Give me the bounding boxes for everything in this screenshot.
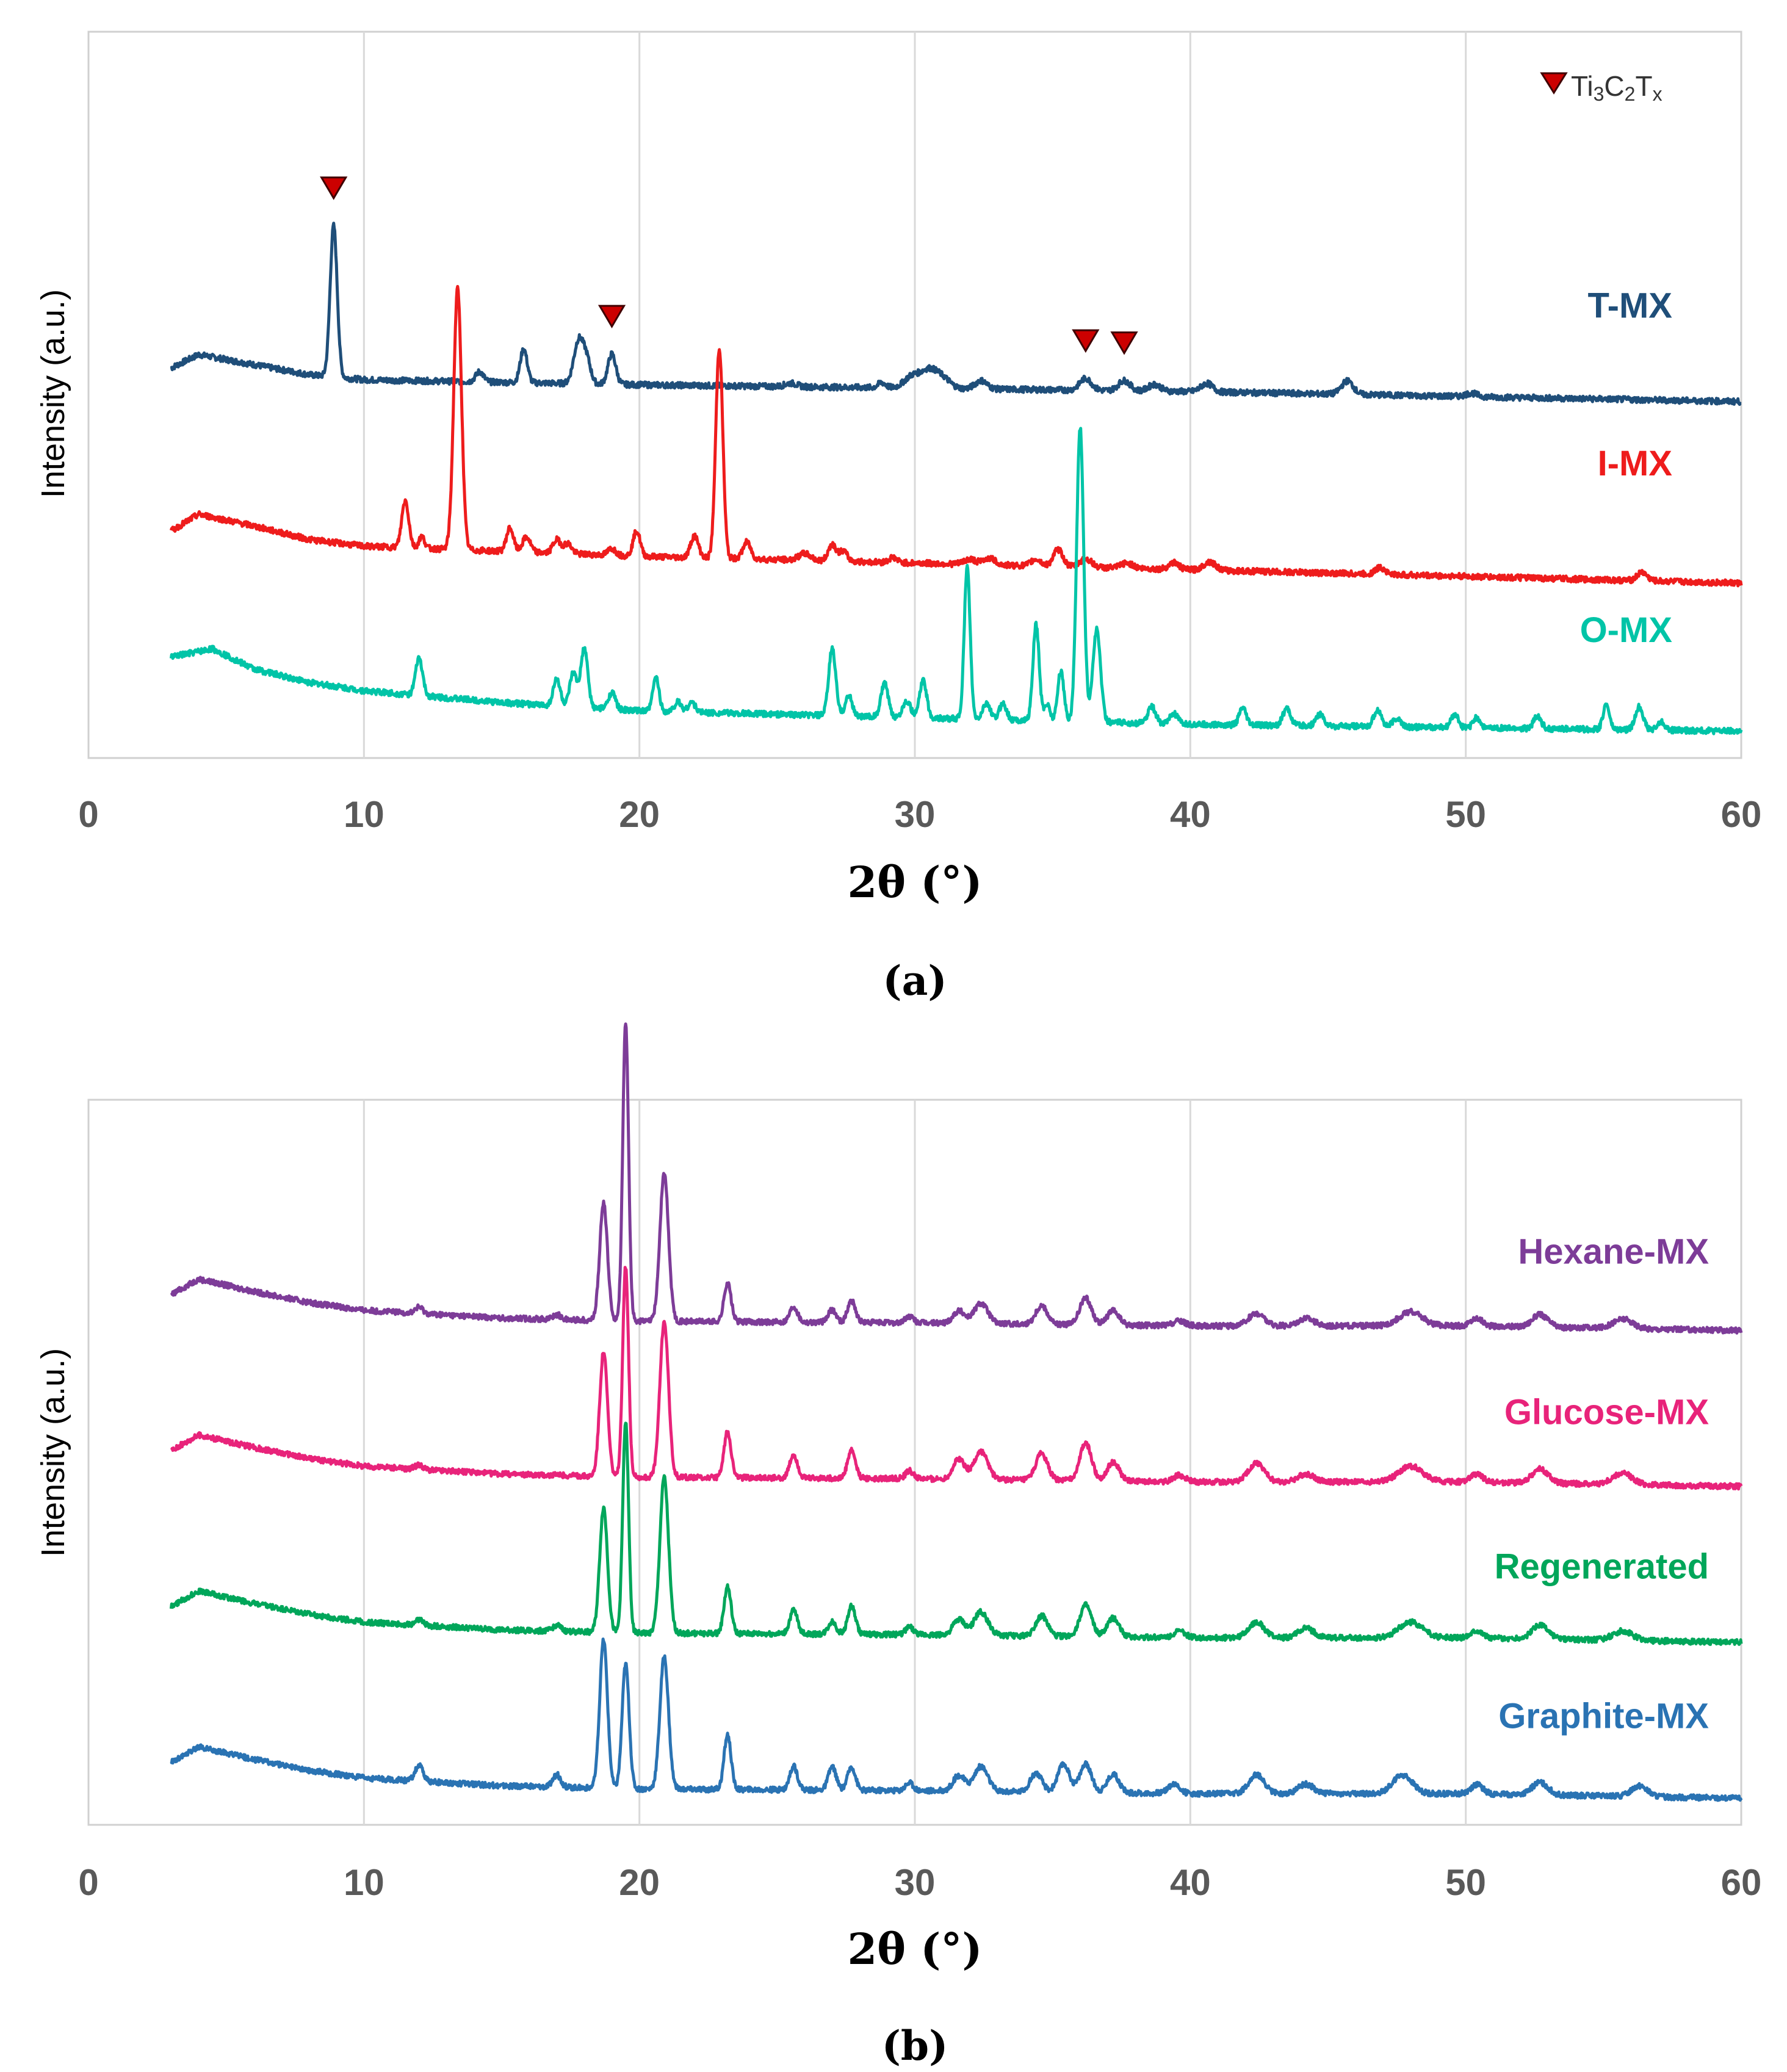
panel-a-caption: (a) [883, 957, 947, 1005]
series-label-regenerated: Regenerated [1495, 1547, 1709, 1586]
series-line-hexane-mx [170, 1022, 1743, 1335]
series-label-glucose-mx: Glucose-MX [1504, 1392, 1709, 1432]
series-label-graphite-mx: Graphite-MX [1498, 1697, 1709, 1736]
ti3c2tx-marker-icon [597, 305, 626, 329]
x-tick-label-50: 50 [1445, 794, 1486, 835]
series-label-i-mx: I-MX [1598, 444, 1673, 483]
series-line-regenerated [169, 1421, 1743, 1646]
ti3c2tx-marker-icon [1072, 329, 1100, 353]
x-tick-label-0: 0 [78, 1862, 98, 1903]
panel-b-gridlines [363, 1100, 1467, 1825]
panel-a-ti3c2tx-markers [320, 176, 1138, 355]
x-tick-label-0: 0 [78, 794, 98, 835]
series-label-o-mx: O-MX [1580, 610, 1673, 650]
panel-a-series [169, 222, 1743, 735]
x-tick-label-30: 30 [895, 794, 936, 835]
x-tick-label-40: 40 [1170, 1862, 1211, 1903]
series-label-hexane-mx: Hexane-MX [1518, 1232, 1709, 1271]
x-tick-label-60: 60 [1721, 1862, 1762, 1903]
panel-a: T-MX I-MX O-MX 0 10 20 30 40 50 60 2θ (°) Intens… [35, 31, 1761, 1005]
panel-a-y-axis-title: Intensity (a.u.) [35, 289, 71, 498]
series-line-o-mx [169, 427, 1743, 735]
panel-a-legend: Ti3C2Tx [1540, 70, 1662, 105]
series-line-glucose-mx [170, 1266, 1743, 1491]
panel-b-series-labels: Hexane-MX Glucose-MX Regenerated Graphite-M… [1495, 1232, 1709, 1736]
panel-b-series [169, 1022, 1743, 1802]
x-tick-label-50: 50 [1445, 1862, 1486, 1903]
panel-a-series-labels: T-MX I-MX O-MX [1580, 286, 1673, 650]
x-tick-label-20: 20 [619, 794, 660, 835]
series-line-t-mx [170, 222, 1742, 406]
series-line-graphite-mx [170, 1637, 1743, 1802]
x-tick-label-30: 30 [895, 1862, 936, 1903]
x-tick-label-20: 20 [619, 1862, 660, 1903]
panel-b-caption: (b) [882, 2022, 948, 2070]
series-label-t-mx: T-MX [1587, 286, 1672, 325]
x-tick-label-60: 60 [1721, 794, 1762, 835]
ti3c2tx-marker-icon [1110, 331, 1138, 355]
ti3c2tx-marker-icon [320, 176, 348, 200]
panel-b: Hexane-MX Glucose-MX Regenerated Graphite-M… [35, 1022, 1761, 2070]
panel-b-x-axis-title: 2θ (°) [847, 1924, 982, 1974]
panel-a-x-axis-title: 2θ (°) [847, 857, 982, 908]
legend-ti3c2tx-label: Ti3C2Tx [1571, 70, 1662, 105]
x-tick-label-10: 10 [344, 794, 384, 835]
panel-b-x-tick-labels: 0 10 20 30 40 50 60 [78, 1862, 1761, 1903]
series-line-i-mx [169, 284, 1743, 588]
x-tick-label-40: 40 [1170, 794, 1211, 835]
legend-triangle-icon [1540, 72, 1568, 95]
x-tick-label-10: 10 [344, 1862, 384, 1903]
panel-b-y-axis-title: Intensity (a.u.) [35, 1348, 71, 1557]
panel-a-x-tick-labels: 0 10 20 30 40 50 60 [78, 794, 1761, 835]
